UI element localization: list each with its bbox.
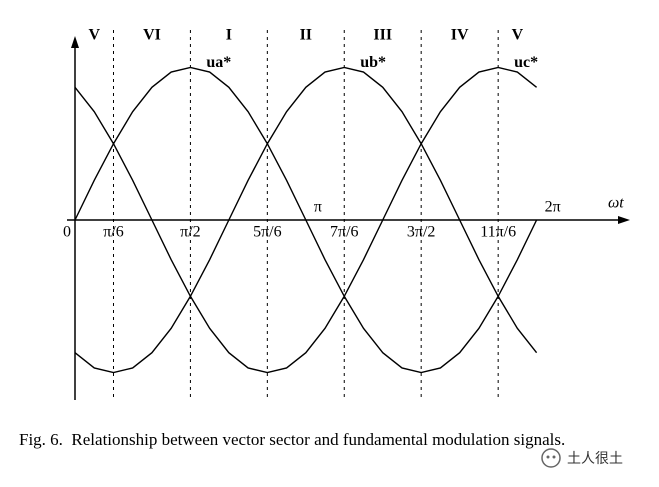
series-label: ub* — [360, 54, 386, 71]
x-axis-arrow — [618, 216, 630, 224]
caption: Fig. 6. Relationship between vector sect… — [19, 430, 566, 449]
series-label: ua* — [206, 54, 231, 71]
x-tick-label: 0 — [63, 224, 71, 241]
curve — [74, 66, 538, 374]
y-axis-arrow — [71, 36, 79, 48]
series-label: uc* — [514, 54, 538, 71]
x-axis-label: ωt — [608, 195, 624, 212]
x-tick-label: π — [314, 199, 322, 216]
curve — [74, 66, 538, 374]
sector-label: I — [226, 27, 232, 44]
curve — [74, 66, 538, 374]
watermark-text: 土人很土 — [567, 451, 623, 467]
x-tick-label: π/2 — [180, 224, 201, 241]
sector-label: V — [512, 27, 524, 44]
x-tick-label: 7π/6 — [330, 224, 359, 241]
watermark-icon — [541, 448, 561, 468]
x-tick-label: 2π — [545, 199, 561, 216]
x-tick-label: 11π/6 — [480, 224, 516, 241]
watermark: 土人很土 — [540, 447, 623, 469]
sector-label: II — [300, 27, 312, 44]
sector-label: V — [88, 27, 100, 44]
sector-label: VI — [143, 27, 161, 44]
sector-label: IV — [451, 27, 469, 44]
x-tick-label: 5π/6 — [253, 224, 282, 241]
sector-label: III — [373, 27, 392, 44]
x-tick-label: π/6 — [103, 224, 124, 241]
x-tick-label: 3π/2 — [407, 224, 436, 241]
